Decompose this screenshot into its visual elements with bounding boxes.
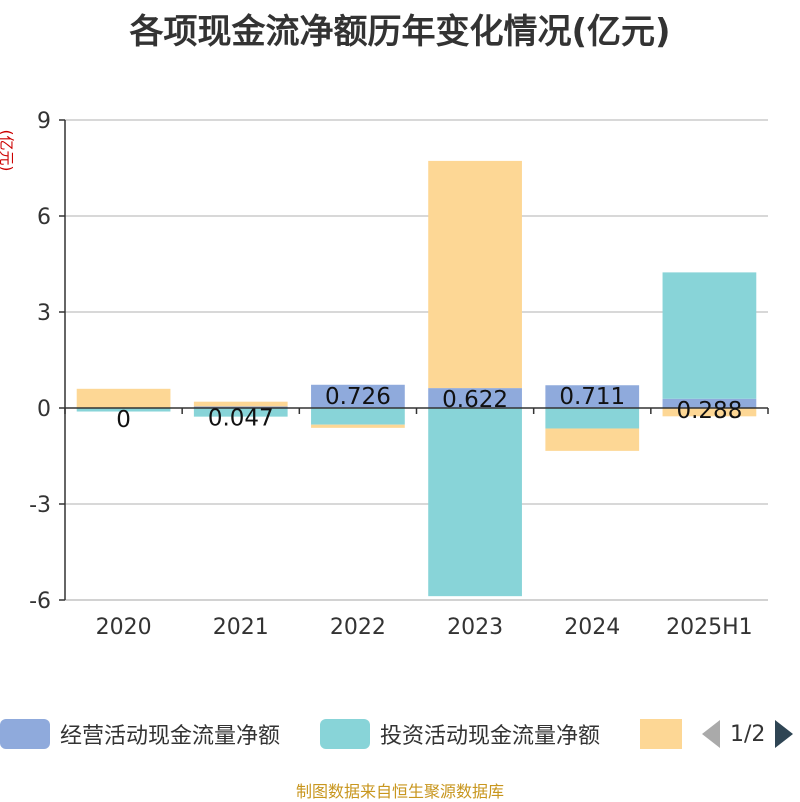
axes: 9 6 3 0 -3 -6 2020 2021 2022 2023 2024 2025H1: [29, 109, 769, 640]
bar-1-2025H1: [662, 398, 757, 408]
bar-1-2024: [545, 385, 640, 408]
bar-2-2020: [76, 408, 171, 412]
bar-2-2025H1: [662, 272, 757, 399]
bar-2-2023: [428, 408, 522, 597]
pager-page-text: 1/2: [730, 721, 766, 747]
bar-1-2021: [193, 406, 288, 408]
y-tick-label: 3: [37, 301, 51, 326]
chart-title: 各项现金流净额历年变化情况(亿元): [129, 12, 671, 52]
x-tick-label: 2022: [330, 615, 386, 640]
data-label: 0.622: [442, 387, 508, 413]
bar-chart: 9 6 3 0 -3 -6 2020 2021 2022 2023 2024 2025H1 0 0.04…: [29, 109, 769, 640]
legend-swatch-operating: [0, 719, 50, 749]
bar-2-2021: [193, 408, 288, 417]
bar-3-2021: [193, 401, 288, 407]
legend: 经营活动现金流量净额 投资活动现金流量净额 1/2: [0, 716, 800, 752]
legend-label-investing: 投资活动现金流量净额: [380, 724, 601, 749]
bar-3-2024: [545, 428, 640, 451]
legend-item-third[interactable]: [640, 716, 682, 752]
data-label: 0.288: [676, 398, 742, 424]
data-labels: 0 0.047 0.726 0.622 0.711 0.288: [116, 384, 742, 433]
y-tick-label: 0: [37, 397, 51, 422]
x-tick-label: 2021: [213, 615, 269, 640]
bar-2-2022: [311, 408, 405, 425]
bar-1-2023: [428, 388, 522, 408]
legend-item-operating[interactable]: 经营活动现金流量净额: [0, 716, 280, 752]
bar-3-2022: [311, 424, 405, 428]
x-tick-label: 2024: [564, 615, 620, 640]
legend-pager: 1/2: [702, 716, 794, 752]
y-tick-label: -3: [29, 493, 51, 518]
bars: [76, 160, 757, 597]
pager-prev-icon[interactable]: [702, 720, 720, 748]
legend-label-operating: 经营活动现金流量净额: [60, 724, 281, 749]
bar-3-2020: [76, 388, 171, 408]
data-label: 0.726: [325, 384, 391, 410]
y-tick-label: 9: [37, 109, 51, 134]
bar-3-2023: [428, 160, 522, 389]
data-source-note: 制图数据来自恒生聚源数据库: [295, 782, 504, 801]
pager-next-icon[interactable]: [775, 720, 794, 748]
data-label: 0: [116, 407, 131, 433]
x-tick-label: 2020: [96, 615, 152, 640]
data-label: 0.711: [559, 384, 625, 410]
bar-1-2022: [311, 384, 405, 408]
x-tick-label: 2023: [447, 615, 503, 640]
x-tick-label: 2025H1: [666, 615, 753, 640]
bar-3-2025H1: [662, 408, 757, 417]
y-tick-label: 6: [37, 205, 51, 230]
y-tick-label: -6: [29, 589, 51, 614]
data-label: 0.047: [208, 405, 274, 431]
legend-swatch-investing: [320, 719, 370, 749]
legend-swatch-third: [640, 719, 682, 749]
bar-2-2024: [545, 408, 640, 429]
legend-item-investing[interactable]: 投资活动现金流量净额: [320, 716, 600, 752]
gridlines: [65, 119, 768, 601]
